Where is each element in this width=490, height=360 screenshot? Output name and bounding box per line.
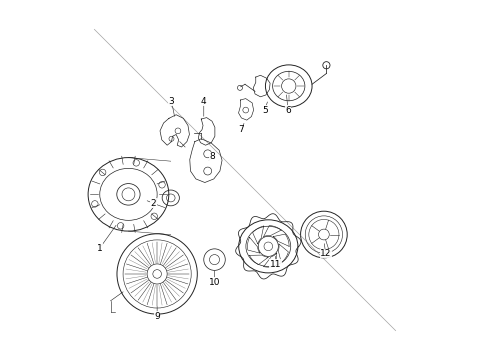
Text: 7: 7 xyxy=(239,125,245,134)
Text: 6: 6 xyxy=(285,105,291,114)
Text: 11: 11 xyxy=(270,260,281,269)
Text: 3: 3 xyxy=(169,96,174,105)
Text: 4: 4 xyxy=(201,96,207,105)
Text: 1: 1 xyxy=(97,244,102,253)
Text: 5: 5 xyxy=(262,105,268,114)
Text: 8: 8 xyxy=(210,152,216,161)
Text: 12: 12 xyxy=(320,249,331,258)
Text: 2: 2 xyxy=(151,199,156,208)
Text: 9: 9 xyxy=(154,312,160,321)
Text: 10: 10 xyxy=(209,278,221,287)
